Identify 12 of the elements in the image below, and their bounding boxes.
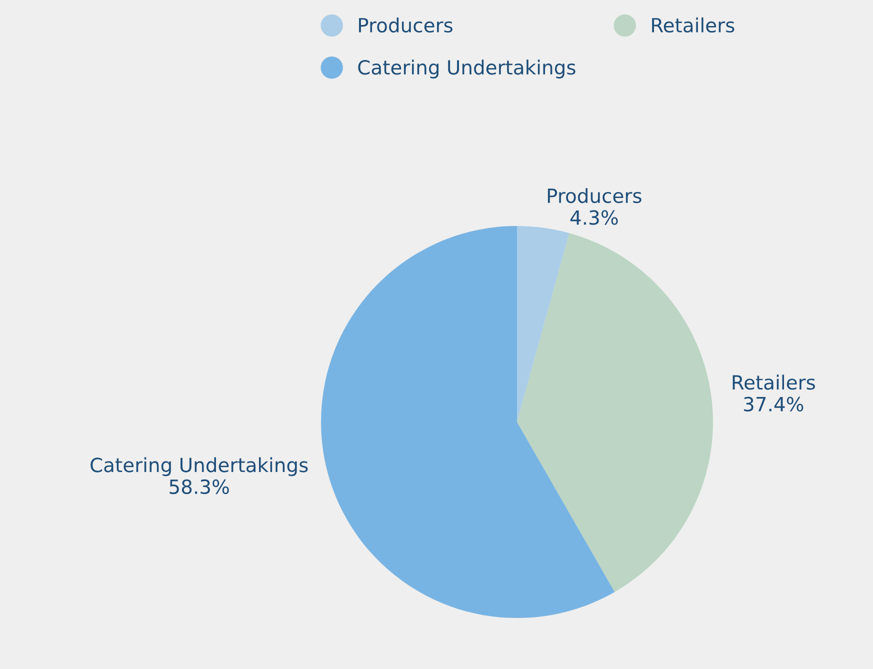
slice-label: Producers [548,188,642,204]
data-label: 58.3% [170,479,229,494]
data-label: 4.3% [570,210,618,225]
pie-slice [321,226,615,618]
slice-label: Retailers [732,374,815,390]
data-label: 37.4% [744,396,804,412]
pie-slice [517,233,713,592]
slice-label: Catering Undertakings [90,457,308,476]
legend-label: Producers [359,18,452,33]
legend-label: Catering Undertakings [358,60,576,78]
pie-slice [517,226,570,422]
legend-label: Retailers [652,18,734,33]
